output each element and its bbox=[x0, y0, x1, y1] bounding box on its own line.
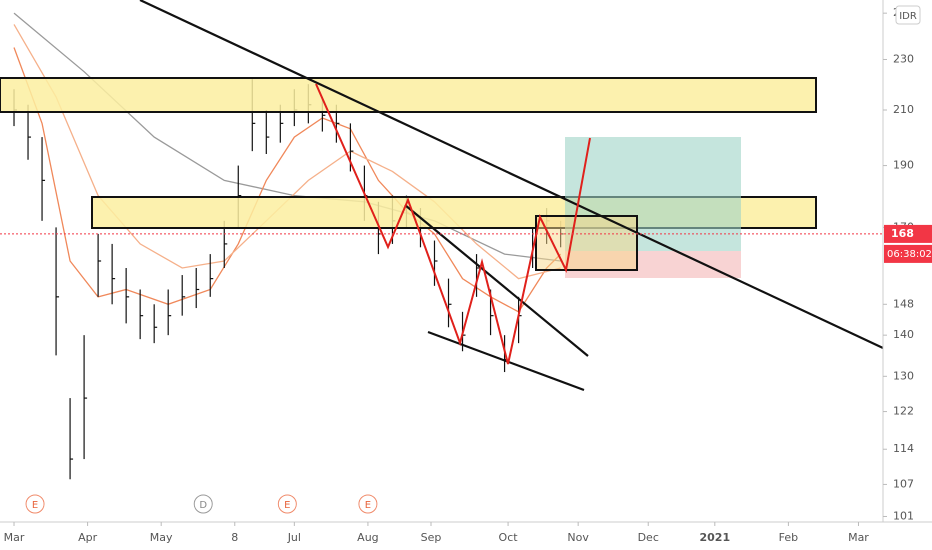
x-tick-label: Jul bbox=[287, 531, 301, 544]
event-label: E bbox=[365, 500, 371, 511]
countdown-box bbox=[884, 244, 932, 263]
event-marker bbox=[277, 494, 297, 514]
last-price-box bbox=[884, 224, 932, 243]
event-label: D bbox=[199, 500, 207, 511]
x-tick-label: 8 bbox=[231, 531, 238, 544]
event-marker bbox=[25, 494, 45, 514]
y-tick-label: 230 bbox=[893, 52, 914, 65]
y-tick-label: 210 bbox=[893, 103, 914, 116]
event-label: E bbox=[284, 500, 290, 511]
last-price-label: 168 bbox=[891, 227, 914, 240]
trendline bbox=[139, 0, 884, 349]
price-axis bbox=[883, 0, 932, 550]
y-tick-label: 190 bbox=[893, 159, 914, 172]
x-tick-label: Apr bbox=[78, 531, 98, 544]
drawings bbox=[0, 0, 884, 392]
trendline bbox=[404, 204, 589, 357]
countdown-label: 06:38:02 bbox=[887, 249, 932, 260]
event-label: E bbox=[32, 500, 38, 511]
x-tick-label: Mar bbox=[848, 531, 869, 544]
trendline bbox=[427, 330, 585, 392]
x-tick-label: Nov bbox=[567, 531, 589, 544]
y-tick-label: 122 bbox=[893, 405, 914, 418]
x-tick-label: 2021 bbox=[699, 531, 730, 544]
x-tick-label: Dec bbox=[638, 531, 659, 544]
currency-box bbox=[895, 5, 921, 25]
y-tick-label: 114 bbox=[893, 442, 914, 455]
event-marker bbox=[358, 494, 378, 514]
currency-label: IDR bbox=[899, 11, 917, 22]
resistance-zone bbox=[0, 77, 817, 113]
event-marker bbox=[193, 494, 213, 514]
y-tick-label: 107 bbox=[893, 477, 914, 490]
wave-path bbox=[315, 83, 591, 365]
x-tick-label: May bbox=[150, 531, 173, 544]
y-tick-label: 140 bbox=[893, 328, 914, 341]
consolidation-box bbox=[535, 215, 638, 271]
x-tick-label: Sep bbox=[421, 531, 442, 544]
y-tick-label: 130 bbox=[893, 369, 914, 382]
y-tick-label: 101 bbox=[893, 509, 914, 522]
x-tick-label: Feb bbox=[779, 531, 798, 544]
time-axis bbox=[0, 522, 932, 550]
x-tick-label: Aug bbox=[357, 531, 378, 544]
y-tick-label: 148 bbox=[893, 297, 914, 310]
x-tick-label: Oct bbox=[499, 531, 519, 544]
moving-average bbox=[13, 24, 561, 280]
moving-average bbox=[13, 47, 562, 313]
x-tick-label: Mar bbox=[4, 531, 25, 544]
